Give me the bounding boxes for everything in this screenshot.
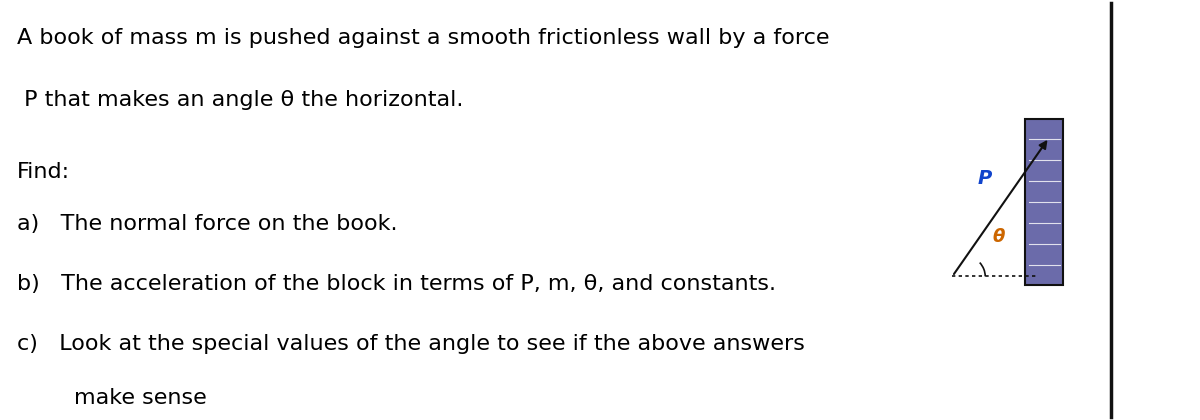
Text: make sense: make sense: [17, 388, 206, 408]
Text: a)   The normal force on the book.: a) The normal force on the book.: [17, 214, 397, 234]
Text: Find:: Find:: [17, 163, 71, 182]
Text: b)   The acceleration of the block in terms of P, m, θ, and constants.: b) The acceleration of the block in term…: [17, 274, 776, 294]
Text: A book of mass m is pushed against a smooth frictionless wall by a force: A book of mass m is pushed against a smo…: [17, 28, 829, 47]
Bar: [1025, 119, 1063, 285]
Text: θ: θ: [992, 228, 1006, 246]
Text: P that makes an angle θ the horizontal.: P that makes an angle θ the horizontal.: [17, 90, 463, 110]
Text: c)   Look at the special values of the angle to see if the above answers: c) Look at the special values of the ang…: [17, 334, 805, 354]
Text: P: P: [978, 169, 991, 189]
